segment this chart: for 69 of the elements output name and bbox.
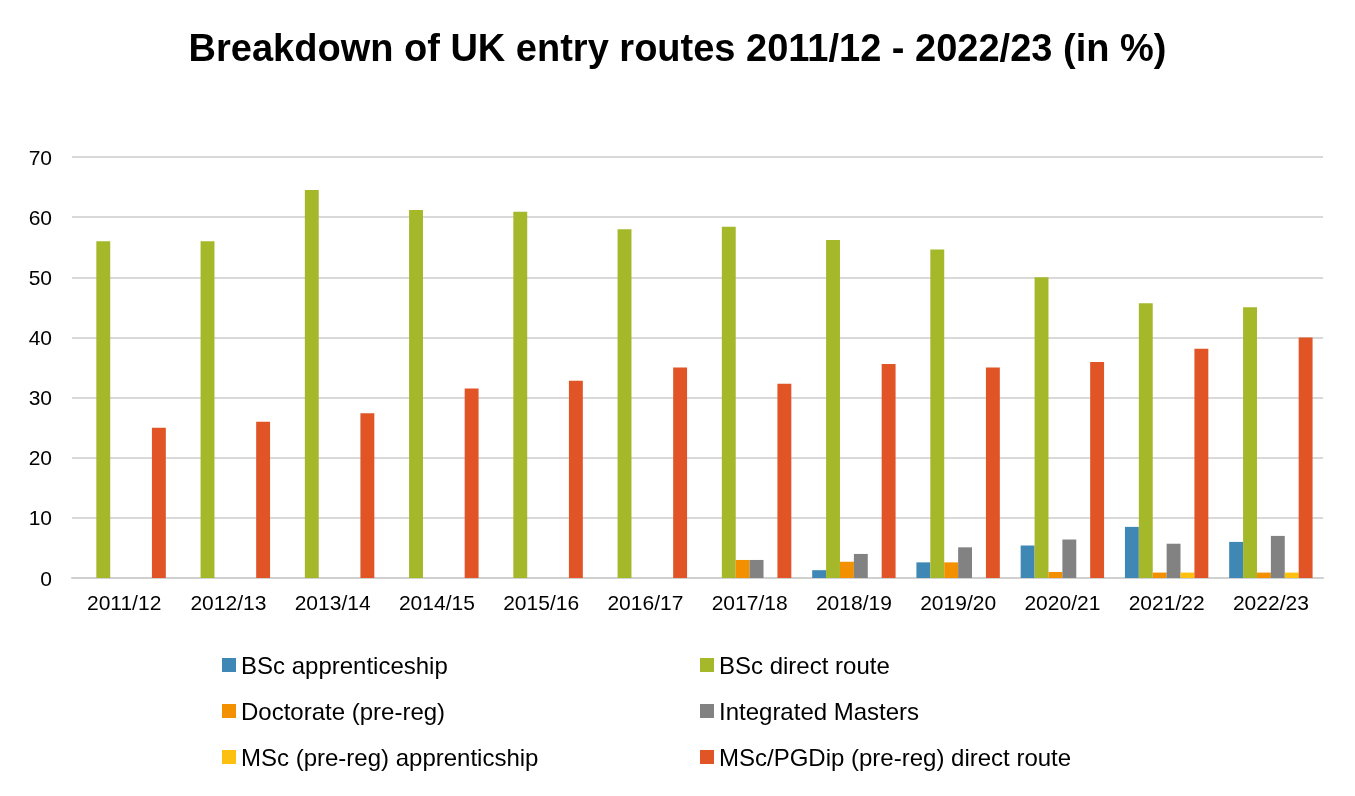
- x-tick-label: 2020/21: [1024, 591, 1101, 614]
- bar: [958, 547, 973, 578]
- y-tick-label: 60: [28, 205, 52, 229]
- bar: [916, 562, 931, 578]
- bar: [1166, 543, 1181, 578]
- bar: [985, 367, 1000, 578]
- bar: [1062, 539, 1077, 578]
- bar: [839, 561, 854, 578]
- bar: [1243, 307, 1257, 578]
- bar: [617, 229, 632, 578]
- bar: [1298, 337, 1313, 578]
- x-tick-label: 2017/18: [711, 591, 788, 614]
- bar: [1194, 348, 1209, 578]
- legend-label: MSc (pre-reg) apprenticship: [241, 743, 539, 771]
- bar: [735, 559, 750, 578]
- y-tick-label: 50: [28, 265, 52, 289]
- legend-label: MSc/PGDip (pre-reg) direct route: [719, 743, 1072, 771]
- x-tick-label: 2011/12: [86, 591, 162, 614]
- bar: [673, 367, 688, 578]
- x-tick-label: 2012/13: [190, 591, 267, 614]
- bar: [513, 211, 528, 578]
- bar: [96, 241, 111, 578]
- x-tick-label: 2021/22: [1128, 591, 1205, 614]
- y-tick-label: 40: [28, 325, 52, 349]
- bar: [409, 209, 423, 578]
- bar: [304, 190, 319, 578]
- y-tick-label: 10: [28, 506, 52, 530]
- x-tick-label: 2018/19: [815, 591, 892, 614]
- bar: [1048, 571, 1063, 578]
- x-tick-label: 2019/20: [920, 591, 997, 614]
- bar: [826, 240, 840, 578]
- bar: [151, 427, 166, 578]
- bar: [1229, 541, 1244, 578]
- bar: [853, 553, 868, 578]
- legend-label: Doctorate (pre-reg): [241, 697, 446, 725]
- bar: [1256, 572, 1271, 578]
- bar: [464, 388, 479, 578]
- bar: [812, 570, 827, 578]
- bar: [1020, 545, 1035, 578]
- legend-label: Integrated Masters: [719, 697, 920, 725]
- x-tick-label: 2022/23: [1232, 591, 1309, 614]
- bar: [360, 413, 375, 578]
- x-tick-label: 2014/15: [398, 591, 475, 614]
- bar: [721, 226, 736, 578]
- bar: [881, 363, 896, 578]
- y-tick-label: 70: [28, 145, 52, 169]
- x-tick-label: 2013/14: [294, 591, 371, 614]
- x-tick-label: 2015/16: [503, 591, 580, 614]
- bar: [568, 380, 583, 578]
- y-tick-label: 20: [28, 446, 52, 470]
- legend-label: BSc direct route: [719, 651, 890, 679]
- bar: [1124, 526, 1139, 578]
- y-tick-label: 0: [40, 566, 52, 590]
- chart-title: Breakdown of UK entry routes 2011/12 - 2022/23 (in %): [188, 27, 1167, 69]
- legend-label: BSc apprenticeship: [241, 651, 448, 679]
- bar: [256, 421, 271, 578]
- bar: [200, 241, 215, 578]
- bar: [1152, 572, 1167, 578]
- bar: [1284, 572, 1299, 578]
- bar: [777, 383, 792, 578]
- bar: [1090, 362, 1105, 578]
- bar: [1034, 277, 1049, 578]
- x-tick-label: 2016/17: [607, 591, 684, 614]
- y-tick-label: 30: [28, 386, 52, 410]
- bar: [930, 249, 945, 578]
- bar: [1138, 303, 1153, 578]
- bar: [944, 562, 959, 578]
- bar: [749, 559, 764, 578]
- bar: [1270, 535, 1285, 578]
